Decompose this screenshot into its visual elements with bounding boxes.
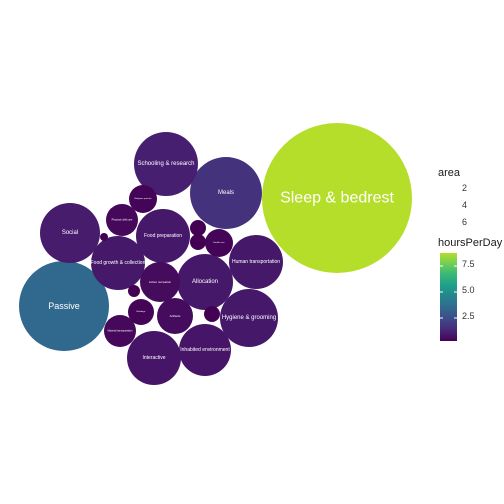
color-scale-bar xyxy=(440,253,457,341)
size-legend-title: area xyxy=(438,167,461,179)
bubble-label: Social xyxy=(62,230,78,236)
bubble-buildings: Buildings xyxy=(128,299,154,325)
bubble-label: Passive xyxy=(48,301,80,311)
bubble-mark xyxy=(104,315,136,347)
bubble-label: Interactive xyxy=(142,355,165,361)
bubble-health-care: Health care xyxy=(205,229,233,257)
bubble-mark xyxy=(229,235,283,289)
bubble-mark xyxy=(262,123,412,273)
bubble-interactive: Interactive xyxy=(127,331,181,385)
bubble-mark xyxy=(129,185,157,213)
bubble-label: Allocation xyxy=(192,279,218,285)
bubble-sleep-bedrest: Sleep & bedrest xyxy=(262,123,412,273)
bubble-mark xyxy=(204,306,220,322)
bubble-schooling-research: Schooling & research xyxy=(134,132,198,196)
bubble-label: Buildings xyxy=(137,311,147,313)
bubble-bubble-23 xyxy=(128,285,140,297)
bubble-mark xyxy=(127,331,181,385)
bubble-mark xyxy=(177,254,233,310)
bubble-bubble-22 xyxy=(100,233,108,241)
bubble-label: Inhabited environment xyxy=(180,347,230,353)
bubble-mark xyxy=(128,299,154,325)
bubble-label: Sleep & bedrest xyxy=(280,190,394,207)
bubble-social: Social xyxy=(40,203,100,263)
bubble-mark xyxy=(205,229,233,257)
bubble-meals: Meals xyxy=(190,157,262,229)
bubble-label: Food growth & collection xyxy=(91,260,146,266)
bubble-mark xyxy=(140,262,180,302)
bubble-label: Human transportation xyxy=(232,259,280,265)
color-legend-label-5-0: 5.0 xyxy=(462,285,475,295)
bubble-mark xyxy=(91,236,145,290)
bubble-mark xyxy=(179,324,231,376)
bubble-label: Meals xyxy=(218,190,234,196)
bubble-passive: Passive xyxy=(19,261,109,351)
bubble-religious-practice: Religious practice xyxy=(129,185,157,213)
bubble-label: Food preparation xyxy=(144,233,182,239)
bubble-label: Health care xyxy=(213,241,225,244)
bubble-label: Material transportation xyxy=(108,330,133,333)
size-legend-label-2: 2 xyxy=(462,183,468,193)
bubble-label: Hygiene & grooming xyxy=(222,315,276,321)
bubble-physical-child-care: Physical child care xyxy=(106,204,138,236)
bubble-mark xyxy=(190,157,262,229)
color-legend-label-7-5: 7.5 xyxy=(462,259,475,269)
bubble-mark xyxy=(134,132,198,196)
bubble-inhabited-environment: Inhabited environment xyxy=(179,324,231,376)
bubble-label: Physical child care xyxy=(112,219,133,222)
bubble-label: Schooling & research xyxy=(137,161,194,167)
size-legend-label-4: 4 xyxy=(462,200,468,210)
bubble-allocation: Allocation xyxy=(177,254,233,310)
bubble-material-transportation: Material transportation xyxy=(104,315,136,347)
bubble-active-recreation: Active recreation xyxy=(140,262,180,302)
bubble-label: Artifacts xyxy=(170,314,181,318)
bubble-mark xyxy=(40,203,100,263)
bubble-bubble-21 xyxy=(204,306,220,322)
bubble-mark xyxy=(100,233,108,241)
bubble-mark xyxy=(157,298,193,334)
bubble-bubble-19 xyxy=(190,234,206,250)
bubble-mark xyxy=(190,234,206,250)
bubble-food-preparation: Food preparation xyxy=(136,209,190,263)
bubble-artifacts: Artifacts xyxy=(157,298,193,334)
bubble-human-transportation: Human transportation xyxy=(229,235,283,289)
color-legend-title: hoursPerDay xyxy=(438,237,503,249)
bubble-food-growth-collection: Food growth & collection xyxy=(91,236,146,290)
bubble-label: Religious practice xyxy=(134,197,152,200)
bubble-label: Active recreation xyxy=(149,280,172,284)
bubble-bubble-20 xyxy=(190,220,206,236)
bubble-hygiene-grooming: Hygiene & grooming xyxy=(220,289,278,347)
bubble-mark xyxy=(106,204,138,236)
bubble-mark xyxy=(220,289,278,347)
color-legend-label-2-5: 2.5 xyxy=(462,311,475,321)
bubble-mark xyxy=(128,285,140,297)
bubble-mark xyxy=(190,220,206,236)
bubble-mark xyxy=(19,261,109,351)
size-legend-label-6: 6 xyxy=(462,217,468,227)
bubble-mark xyxy=(136,209,190,263)
